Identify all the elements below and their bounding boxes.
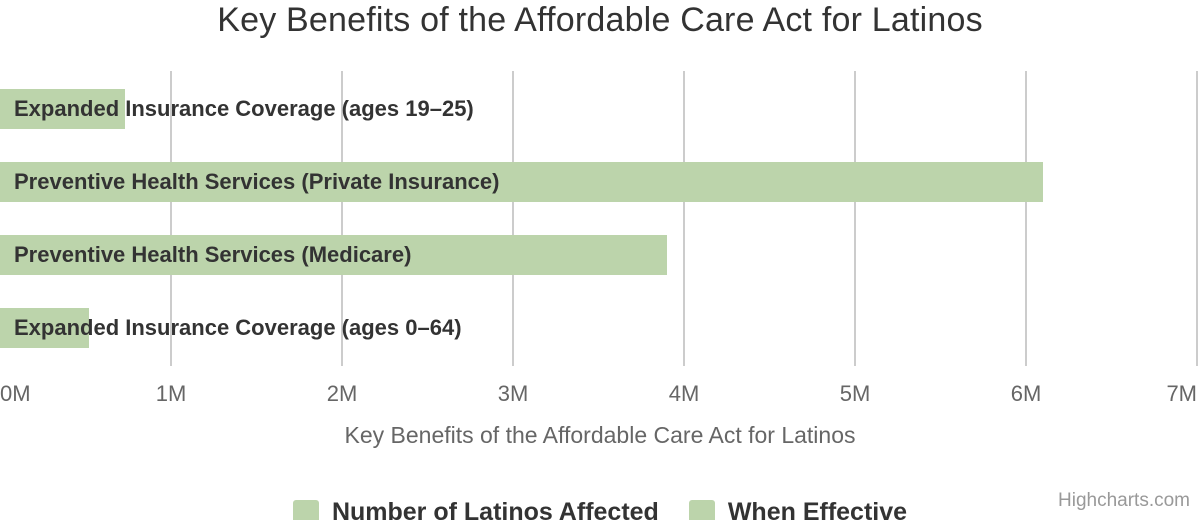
x-tick-label: 6M — [1010, 381, 1042, 406]
x-tick-label: 0M — [0, 381, 31, 406]
gridline — [683, 71, 685, 366]
legend: Number of Latinos Affected When Effectiv… — [0, 497, 1200, 520]
category-label: Expanded Insurance Coverage (ages 19–25) — [14, 95, 474, 121]
category-label: Preventive Health Services (Medicare) — [14, 242, 412, 268]
x-tick-label: 5M — [839, 381, 871, 406]
legend-item-when-effective[interactable]: When Effective — [688, 497, 908, 520]
x-axis-tick-labels: 0M 1M 2M 3M 4M 5M 6M 7M — [0, 381, 1197, 407]
bar-2[interactable] — [0, 235, 667, 276]
gridline — [512, 71, 514, 366]
x-tick-label: 2M — [326, 381, 358, 406]
bar-1[interactable] — [0, 161, 1044, 202]
x-tick-label: 3M — [497, 381, 529, 406]
gridline — [341, 71, 343, 366]
bar-0[interactable] — [0, 88, 125, 129]
x-tick-label: 7M — [1166, 381, 1197, 406]
category-label: Expanded Insurance Coverage (ages 0–64) — [14, 315, 462, 341]
x-tick-label: 1M — [155, 381, 187, 406]
gridline — [1196, 71, 1198, 366]
gridline — [854, 71, 856, 366]
legend-label: When Effective — [727, 498, 908, 520]
legend-label: Number of Latinos Affected — [331, 498, 659, 520]
x-axis-title: Key Benefits of the Affordable Care Act … — [344, 422, 856, 448]
legend-swatch-icon — [688, 500, 715, 520]
gridline — [170, 71, 172, 366]
gridline — [1025, 71, 1027, 366]
plot-area: Expanded Insurance Coverage (ages 19–25)… — [0, 71, 1198, 366]
legend-item-number-affected[interactable]: Number of Latinos Affected — [292, 497, 659, 520]
category-label: Preventive Health Services (Private Insu… — [14, 168, 500, 194]
legend-swatch-icon — [292, 500, 319, 520]
highcharts-credits-link[interactable]: Highcharts.com — [1058, 490, 1190, 511]
x-tick-label: 4M — [668, 381, 700, 406]
chart-title: Key Benefits of the Affordable Care Act … — [217, 1, 983, 39]
bar-3[interactable] — [0, 308, 89, 349]
